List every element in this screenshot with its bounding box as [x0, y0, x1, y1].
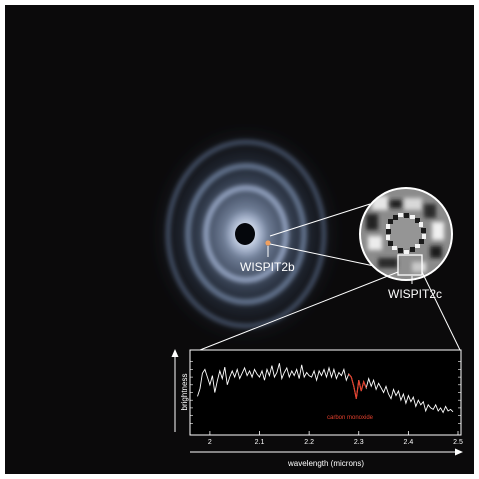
spectrum-plot-frame — [189, 349, 462, 436]
planet-c-label: WISPIT2c — [388, 287, 442, 301]
y-axis-ticks — [190, 361, 461, 424]
x-axis-ticks — [209, 431, 459, 435]
planet-b-label: WISPIT2b — [240, 260, 295, 274]
carbon-monoxide-label: carbon monoxide — [327, 415, 374, 421]
zoom-lens-content — [360, 188, 452, 280]
x-axis-tick-labels: 2 2.1 2.2 2.3 2.4 2.5 — [208, 439, 463, 446]
disk-center-mask — [235, 223, 255, 245]
spectrum-chart: 2 2.1 2.2 2.3 2.4 2.5 carbon monoxide brightn… — [171, 349, 463, 468]
x-tick-label: 2.5 — [453, 439, 463, 446]
x-tick-label: 2.1 — [255, 439, 265, 446]
zoom-lens-border — [359, 187, 453, 281]
y-axis-arrowhead — [171, 349, 179, 357]
x-tick-label: 2.3 — [354, 439, 364, 446]
carbon-monoxide-highlight — [348, 373, 367, 399]
x-axis-label: wavelength (microns) — [287, 459, 364, 468]
zoom-connector-lines — [269, 203, 375, 267]
planet-c-box — [397, 254, 423, 276]
planet-b-dot — [265, 240, 271, 246]
x-axis-arrowhead — [455, 448, 463, 456]
x-tick-label: 2.2 — [304, 439, 314, 446]
x-tick-label: 2 — [208, 439, 212, 446]
spectrum-line — [197, 363, 454, 414]
spectrum-connector-lines — [199, 271, 461, 351]
y-axis-label: brightness — [180, 374, 189, 411]
zoom-lens — [359, 187, 453, 281]
protoplanetary-disk — [151, 124, 341, 344]
x-tick-label: 2.4 — [404, 439, 414, 446]
